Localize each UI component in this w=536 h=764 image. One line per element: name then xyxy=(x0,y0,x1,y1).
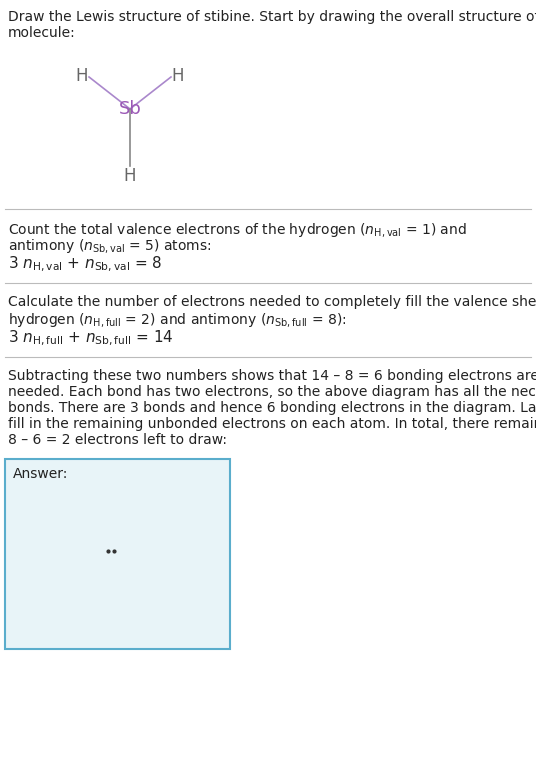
Text: 3 $n_{\mathrm{H,val}}$ + $n_{\mathrm{Sb,val}}$ = 8: 3 $n_{\mathrm{H,val}}$ + $n_{\mathrm{Sb,… xyxy=(8,255,162,274)
Text: Subtracting these two numbers shows that 14 – 8 = 6 bonding electrons are: Subtracting these two numbers shows that… xyxy=(8,369,536,383)
Text: H: H xyxy=(76,67,88,85)
Text: antimony ($n_{\mathrm{Sb,val}}$ = 5) atoms:: antimony ($n_{\mathrm{Sb,val}}$ = 5) ato… xyxy=(8,237,212,255)
Text: Sb: Sb xyxy=(118,100,142,118)
Text: needed. Each bond has two electrons, so the above diagram has all the necessary: needed. Each bond has two electrons, so … xyxy=(8,385,536,399)
Text: fill in the remaining unbonded electrons on each atom. In total, there remain: fill in the remaining unbonded electrons… xyxy=(8,417,536,431)
Text: Calculate the number of electrons needed to completely fill the valence shells f: Calculate the number of electrons needed… xyxy=(8,295,536,309)
Text: H: H xyxy=(107,617,118,632)
Text: 8 – 6 = 2 electrons left to draw:: 8 – 6 = 2 electrons left to draw: xyxy=(8,433,227,447)
Text: H: H xyxy=(172,67,184,85)
Text: Draw the Lewis structure of stibine. Start by drawing the overall structure of t: Draw the Lewis structure of stibine. Sta… xyxy=(8,10,536,24)
FancyBboxPatch shape xyxy=(5,459,230,649)
Text: molecule:: molecule: xyxy=(8,26,76,40)
Text: Answer:: Answer: xyxy=(13,467,69,481)
Text: 3 $n_{\mathrm{H,full}}$ + $n_{\mathrm{Sb,full}}$ = 14: 3 $n_{\mathrm{H,full}}$ + $n_{\mathrm{Sb… xyxy=(8,329,174,348)
Text: hydrogen ($n_{\mathrm{H,full}}$ = 2) and antimony ($n_{\mathrm{Sb,full}}$ = 8):: hydrogen ($n_{\mathrm{H,full}}$ = 2) and… xyxy=(8,311,347,329)
Text: H: H xyxy=(124,167,136,185)
Text: H: H xyxy=(61,521,72,536)
Text: bonds. There are 3 bonds and hence 6 bonding electrons in the diagram. Lastly,: bonds. There are 3 bonds and hence 6 bon… xyxy=(8,401,536,415)
Text: Count the total valence electrons of the hydrogen ($n_{\mathrm{H,val}}$ = 1) and: Count the total valence electrons of the… xyxy=(8,221,467,239)
Text: Sb: Sb xyxy=(102,551,123,568)
Text: H: H xyxy=(152,521,165,536)
